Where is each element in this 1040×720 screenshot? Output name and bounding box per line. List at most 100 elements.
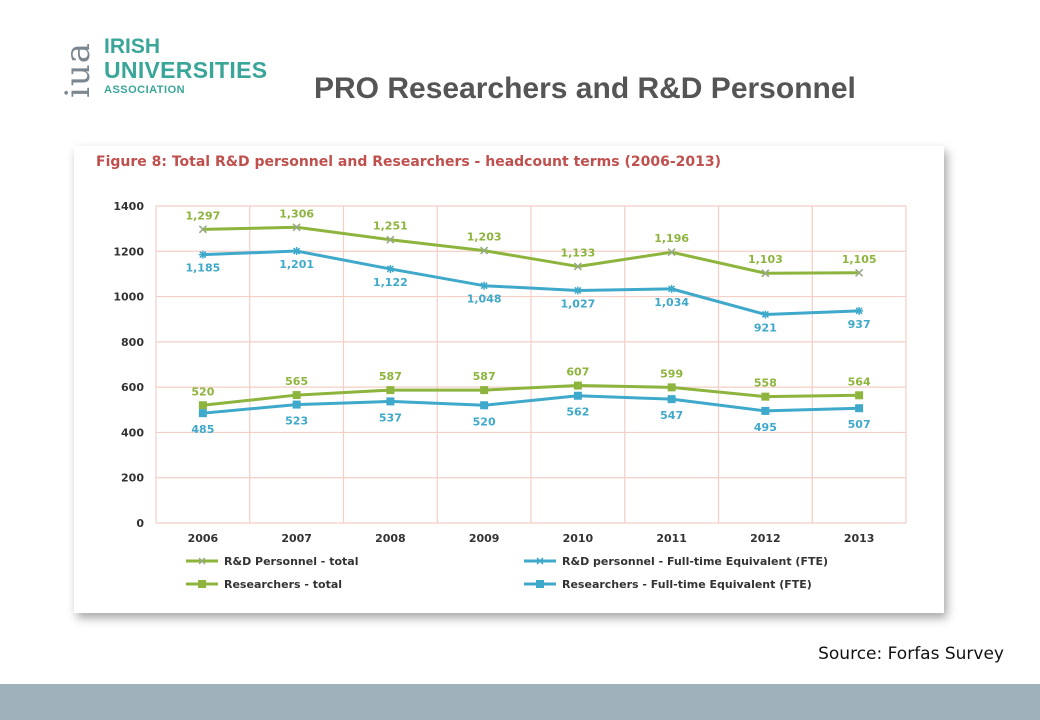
data-label: 562 xyxy=(566,406,589,419)
data-point xyxy=(198,401,207,410)
series-line xyxy=(202,384,860,407)
series-line xyxy=(202,225,860,275)
data-point xyxy=(761,310,770,319)
data-label: 565 xyxy=(285,375,308,388)
data-point xyxy=(761,392,770,401)
data-label: 921 xyxy=(754,321,777,334)
y-tick-label: 400 xyxy=(121,426,144,439)
logo-text-line2: UNIVERSITIES xyxy=(104,57,268,83)
data-point xyxy=(198,250,207,259)
data-point xyxy=(480,386,489,395)
x-tick-label: 2006 xyxy=(188,532,219,545)
data-point xyxy=(855,268,864,277)
data-label: 587 xyxy=(473,370,496,383)
data-label: 495 xyxy=(754,421,777,434)
data-point xyxy=(292,400,301,409)
data-point xyxy=(855,391,864,400)
data-label: 1,122 xyxy=(373,276,408,289)
data-label: 1,048 xyxy=(467,293,502,306)
series-line xyxy=(202,249,860,316)
data-label: 1,297 xyxy=(185,209,220,222)
data-label: 558 xyxy=(754,377,777,390)
logo-mark: iua xyxy=(58,41,99,99)
x-tick-label: 2007 xyxy=(281,532,312,545)
slide-title: PRO Researchers and R&D Personnel xyxy=(314,72,856,105)
data-point xyxy=(386,397,395,406)
x-tick-label: 2008 xyxy=(375,532,406,545)
data-label: 1,201 xyxy=(279,258,314,271)
data-label: 1,133 xyxy=(560,246,595,259)
data-point xyxy=(292,247,301,256)
data-label: 537 xyxy=(379,411,402,424)
data-point xyxy=(386,386,395,395)
x-tick-label: 2013 xyxy=(844,532,875,545)
footer-bar xyxy=(0,684,1040,720)
data-point xyxy=(198,225,207,234)
legend-label: R&D personnel - Full-time Equivalent (FT… xyxy=(562,555,828,568)
data-point xyxy=(573,262,582,271)
data-label: 1,105 xyxy=(842,253,877,266)
data-label: 599 xyxy=(660,367,683,380)
legend-marker xyxy=(536,580,544,588)
y-tick-label: 200 xyxy=(121,472,144,485)
source-note: Source: Forfas Survey xyxy=(818,644,1004,664)
legend-marker xyxy=(198,580,206,588)
data-point xyxy=(667,284,676,293)
data-point xyxy=(667,395,676,404)
data-label: 485 xyxy=(191,423,214,436)
data-label: 937 xyxy=(848,318,871,331)
y-tick-label: 1400 xyxy=(113,200,144,213)
data-label: 564 xyxy=(848,375,871,388)
data-point xyxy=(667,383,676,392)
data-label: 607 xyxy=(566,366,589,379)
data-point xyxy=(480,246,489,255)
iua-logo: iua IRISH UNIVERSITIES ASSOCIATION xyxy=(56,36,276,106)
line-chart: Figure 8: Total R&D personnel and Resear… xyxy=(96,154,907,591)
data-point xyxy=(855,306,864,315)
data-label: 1,203 xyxy=(467,231,502,244)
legend-label: R&D Personnel - total xyxy=(224,555,358,568)
data-point xyxy=(480,281,489,290)
data-point xyxy=(386,264,395,273)
data-point xyxy=(386,235,395,244)
chart-card: Figure 8: Total R&D personnel and Resear… xyxy=(74,146,944,613)
y-tick-label: 0 xyxy=(136,517,144,530)
legend-marker xyxy=(536,557,544,565)
series-line xyxy=(202,394,860,415)
data-point xyxy=(761,406,770,415)
data-label: 1,306 xyxy=(279,207,314,220)
data-point xyxy=(573,391,582,400)
legend-marker xyxy=(198,557,206,565)
data-point xyxy=(573,381,582,390)
data-point xyxy=(480,401,489,410)
data-label: 520 xyxy=(191,385,214,398)
y-tick-label: 800 xyxy=(121,336,144,349)
figure-title: Figure 8: Total R&D personnel and Resear… xyxy=(96,154,721,170)
data-label: 1,251 xyxy=(373,220,408,233)
x-tick-label: 2011 xyxy=(656,532,687,545)
y-tick-label: 1200 xyxy=(113,245,144,258)
data-point xyxy=(198,409,207,418)
data-label: 547 xyxy=(660,409,683,422)
data-label: 520 xyxy=(473,415,496,428)
logo-text-line3: ASSOCIATION xyxy=(104,84,186,96)
data-point xyxy=(292,391,301,400)
legend-label: Researchers - Full-time Equivalent (FTE) xyxy=(562,578,812,591)
y-tick-label: 1000 xyxy=(113,291,144,304)
data-point xyxy=(292,223,301,232)
data-label: 1,185 xyxy=(185,262,220,275)
data-label: 587 xyxy=(379,370,402,383)
data-label: 1,196 xyxy=(654,232,689,245)
x-tick-label: 2010 xyxy=(563,532,594,545)
data-point xyxy=(667,248,676,257)
x-tick-label: 2009 xyxy=(469,532,500,545)
y-tick-label: 600 xyxy=(121,381,144,394)
data-label: 523 xyxy=(285,415,308,428)
data-label: 1,034 xyxy=(654,296,689,309)
legend-label: Researchers - total xyxy=(224,578,342,591)
data-label: 1,027 xyxy=(560,297,595,310)
data-point xyxy=(761,269,770,278)
x-tick-label: 2012 xyxy=(750,532,781,545)
data-point xyxy=(855,404,864,413)
data-point xyxy=(573,286,582,295)
